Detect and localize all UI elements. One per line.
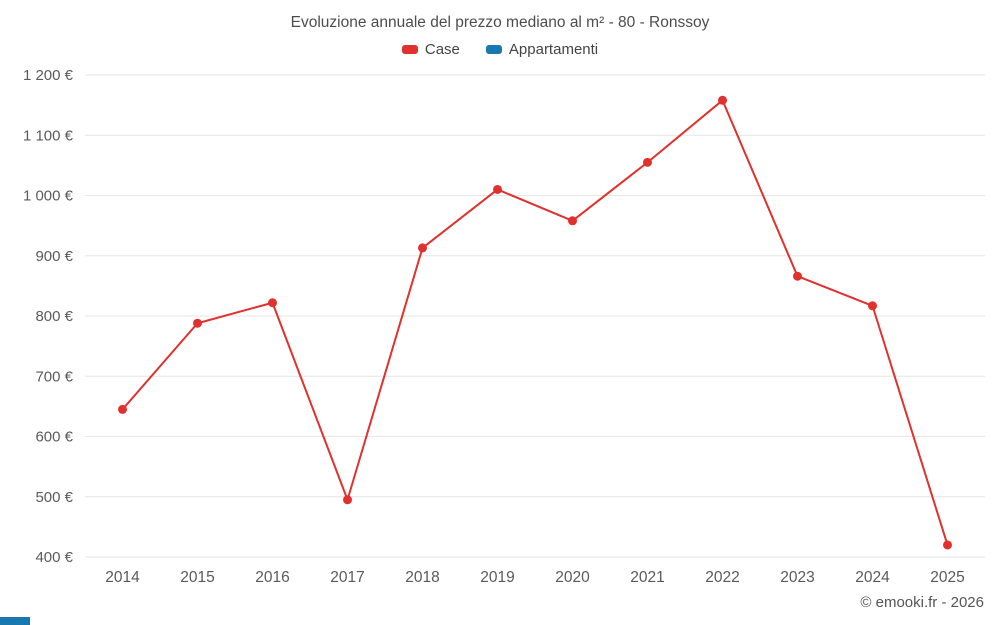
legend-label-appartamenti: Appartamenti [508,41,599,58]
svg-text:1 200 €: 1 200 € [23,67,74,84]
svg-text:2016: 2016 [255,569,289,586]
svg-text:400 €: 400 € [35,549,73,566]
svg-text:2022: 2022 [705,569,739,586]
case-series-swatch-icon [401,45,418,54]
svg-text:1 100 €: 1 100 € [23,127,74,144]
svg-text:2017: 2017 [330,569,364,586]
appartamenti-series-swatch-icon [485,45,502,54]
legend-item-case[interactable]: Case [401,41,460,58]
svg-text:1 000 €: 1 000 € [23,188,74,205]
svg-text:600 €: 600 € [35,429,73,446]
svg-text:900 €: 900 € [35,248,73,265]
svg-text:2021: 2021 [630,569,664,586]
legend-item-appartamenti[interactable]: Appartamenti [485,41,599,58]
svg-text:2020: 2020 [555,569,590,586]
svg-text:2014: 2014 [105,569,140,586]
brand-bar [0,617,30,625]
svg-text:800 €: 800 € [35,308,73,325]
watermark: © emooki.fr - 2026 [860,594,984,611]
svg-text:500 €: 500 € [35,489,73,506]
svg-text:700 €: 700 € [35,368,73,385]
svg-text:2024: 2024 [855,569,890,586]
legend-label-case: Case [424,41,460,58]
svg-text:2018: 2018 [405,569,439,586]
svg-text:2025: 2025 [930,569,964,586]
svg-text:2015: 2015 [180,569,214,586]
legend: Case Appartamenti [0,41,1000,58]
svg-text:2019: 2019 [480,569,514,586]
svg-text:2023: 2023 [780,569,814,586]
chart-title: Evoluzione annuale del prezzo mediano al… [290,14,710,31]
